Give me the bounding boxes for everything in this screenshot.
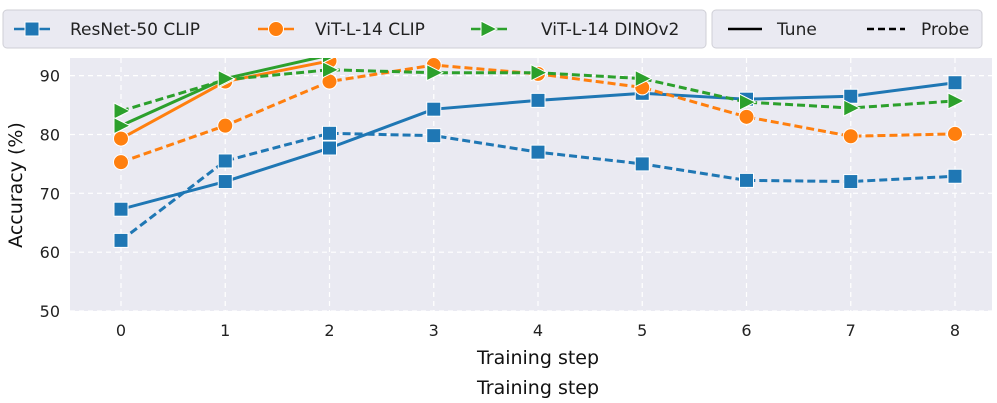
- data-point: [842, 128, 859, 145]
- y-tick-label: 70: [40, 184, 60, 203]
- data-point: [530, 63, 549, 82]
- legend-models: ResNet-50 CLIP ViT-L-14 CLIP ViT-L-14 DI…: [2, 9, 707, 49]
- x-tick-label: 2: [324, 321, 334, 340]
- x-tick-label: 4: [533, 321, 543, 340]
- legend-label-vitl14-clip: ViT-L-14 CLIP: [315, 20, 425, 40]
- x-axis-label: Training step: [476, 347, 599, 369]
- y-ticks: 50 60 70 80 90: [40, 67, 60, 321]
- x-tick-label: 6: [741, 321, 751, 340]
- series-resnet-50-clip-tune: [113, 75, 963, 217]
- data-point: [634, 69, 653, 88]
- data-point: [426, 101, 442, 117]
- data-point: [322, 60, 340, 79]
- data-point: [113, 102, 132, 120]
- data-point: [113, 154, 129, 171]
- x-tick-label: 3: [429, 321, 439, 340]
- y-tick-label: 90: [40, 67, 60, 86]
- x-tick-label: 1: [220, 321, 230, 340]
- x-tick-label: 8: [950, 321, 960, 340]
- data-point: [113, 201, 129, 217]
- data-point: [738, 108, 755, 125]
- data-point: [843, 99, 861, 117]
- data-point: [947, 75, 963, 91]
- data-point: [322, 140, 337, 156]
- legend-label-probe: Probe: [921, 20, 969, 40]
- data-point: [426, 128, 442, 144]
- y-tick-label: 50: [40, 302, 60, 321]
- legend-item-tune: Tune: [728, 20, 817, 40]
- data-point: [530, 92, 546, 108]
- data-point: [947, 125, 963, 142]
- legend-circle-marker: [268, 21, 284, 37]
- y-axis-label: Accuracy (%): [5, 122, 27, 248]
- legend-label-vitl14-dinov2: ViT-L-14 DINOv2: [541, 20, 679, 40]
- legend-item-resnet50-clip: ResNet-50 CLIP: [14, 20, 200, 40]
- data-point: [739, 93, 757, 111]
- series-layer: [113, 58, 966, 248]
- x-tick-label: 0: [116, 321, 126, 340]
- x-ticks: 0 1 2 3 4 5 6 7 8: [116, 321, 960, 340]
- data-point: [217, 69, 236, 88]
- legend-square-marker: [24, 21, 40, 37]
- x-tick-label: 5: [637, 321, 647, 340]
- data-point: [530, 144, 546, 160]
- data-point: [634, 156, 650, 172]
- legend-styles: Tune Probe: [711, 9, 983, 49]
- series-resnet-50-clip-probe: [113, 125, 963, 248]
- legend-label-tune: Tune: [776, 20, 817, 40]
- x-tick-label: 7: [846, 321, 856, 340]
- data-point: [947, 92, 966, 110]
- data-point: [426, 63, 444, 82]
- legend-item-probe: Probe: [867, 20, 969, 40]
- data-point: [947, 168, 963, 184]
- data-point: [113, 116, 132, 135]
- data-point: [322, 125, 337, 141]
- data-point: [217, 174, 233, 190]
- legend-label-resnet50-clip: ResNet-50 CLIP: [70, 20, 200, 40]
- data-point: [843, 174, 859, 190]
- legend-triangle-marker: [480, 20, 499, 38]
- y-tick-label: 80: [40, 125, 60, 144]
- data-point: [217, 153, 233, 169]
- data-point: [322, 58, 334, 64]
- x-axis-label-secondary: Training step: [476, 377, 599, 399]
- data-point: [113, 232, 129, 248]
- data-point: [739, 172, 754, 188]
- y-tick-label: 60: [40, 243, 60, 262]
- data-point: [217, 117, 234, 134]
- series-vit-l-14-dinov2-tune: [113, 58, 334, 135]
- legend-item-vitl14-dinov2: ViT-L-14 DINOv2: [471, 20, 679, 40]
- legend-item-vitl14-clip: ViT-L-14 CLIP: [258, 20, 425, 40]
- data-point: [113, 130, 129, 147]
